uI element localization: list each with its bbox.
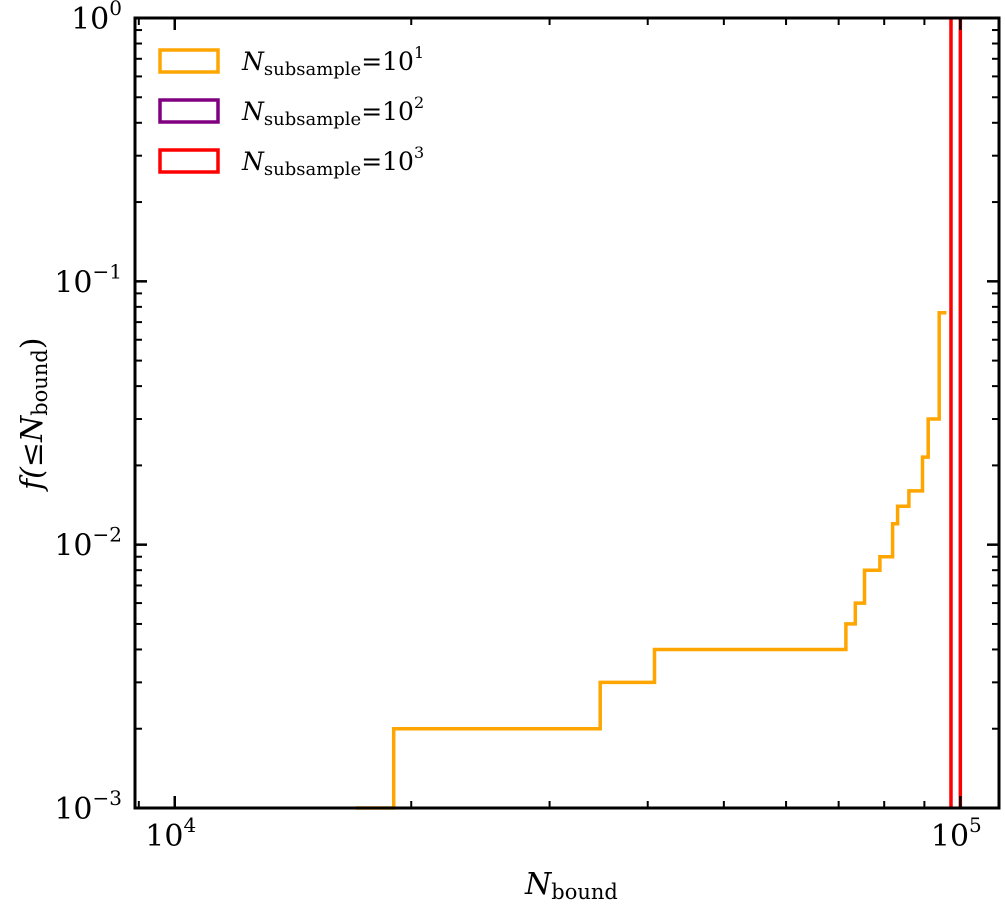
- y-tick-label-base: 10: [71, 2, 109, 37]
- legend-entry-label: Nsubsample=101: [241, 43, 424, 80]
- legend-entry-sub: subsample: [264, 109, 361, 130]
- x-tick-label-exp: 5: [969, 813, 982, 837]
- x-tick-label-base: 10: [145, 819, 183, 854]
- legend-entry-exp: 1: [414, 43, 424, 62]
- y-axis-label-sub: bound: [28, 349, 52, 416]
- y-tick-label-exp: 0: [109, 0, 122, 20]
- x-tick-label-base: 10: [931, 819, 969, 854]
- legend-entry-label: Nsubsample=102: [241, 93, 424, 130]
- x-tick-label: 104: [145, 813, 196, 854]
- legend-entry-eq: =10: [361, 147, 414, 176]
- legend-entry-sub: subsample: [264, 59, 361, 80]
- legend-swatch: [158, 48, 220, 74]
- y-tick-label: 10−2: [54, 523, 122, 564]
- x-tick-label: 105: [931, 813, 982, 854]
- legend-entry-sub: subsample: [264, 159, 361, 180]
- y-tick-label-exp: −3: [93, 786, 122, 810]
- legend-entry-label: Nsubsample=103: [241, 143, 424, 180]
- legend-entry-base: N: [241, 47, 265, 76]
- y-axis-label-prefix: f(≤: [15, 442, 50, 492]
- y-tick-label-base: 10: [54, 265, 92, 300]
- legend-swatch: [158, 98, 220, 124]
- y-axis-label-base: N: [15, 414, 50, 443]
- plot-area: [355, 18, 963, 810]
- legend-swatch: [158, 148, 220, 174]
- y-tick-label: 100: [71, 0, 122, 37]
- legend-entry-exp: 3: [414, 143, 424, 162]
- x-tick-label-exp: 4: [183, 813, 196, 837]
- y-tick-label-base: 10: [54, 529, 92, 564]
- y-tick-label-exp: −2: [93, 523, 122, 547]
- y-axis-label-suffix: ): [15, 337, 50, 349]
- y-tick-label: 10−3: [54, 786, 122, 827]
- legend-entry-exp: 2: [414, 93, 424, 112]
- y-tick-label-exp: −1: [93, 259, 122, 283]
- x-axis-label: Nbound: [524, 867, 618, 904]
- legend-entry-base: N: [241, 97, 265, 126]
- y-tick-label: 10−1: [54, 259, 122, 300]
- x-axis-label-base: N: [524, 867, 553, 902]
- series-orange-step-line: [355, 310, 947, 810]
- x-axis-label-sub: bound: [551, 880, 618, 904]
- y-tick-label-base: 10: [54, 792, 92, 827]
- legend-entry-eq: =10: [361, 97, 414, 126]
- legend-entry-eq: =10: [361, 47, 414, 76]
- legend: Nsubsample=101Nsubsample=102Nsubsample=1…: [158, 43, 424, 180]
- y-axis-label: f(≤Nbound): [15, 337, 52, 492]
- legend-entry-base: N: [241, 147, 265, 176]
- plot-frame: [133, 16, 1001, 810]
